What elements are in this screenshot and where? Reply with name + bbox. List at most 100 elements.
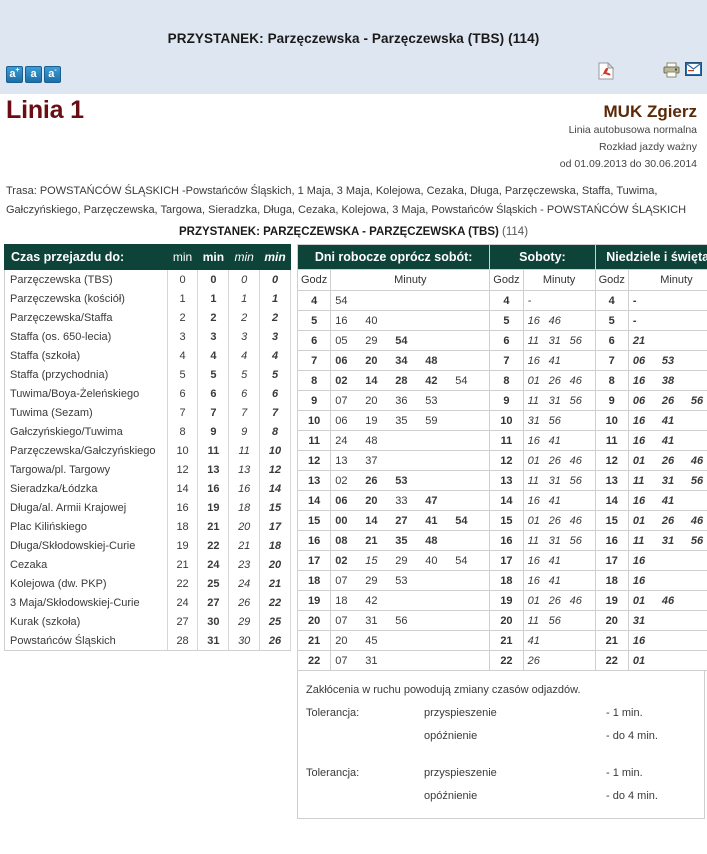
departure-minute: 11 — [527, 334, 540, 347]
travel-minutes-value: 8 — [166, 422, 199, 441]
pdf-icon[interactable] — [598, 61, 615, 85]
travel-stop-name: Plac Kilińskiego — [4, 517, 168, 536]
table-row: 3 Maja/Skłodowskiej-Curie 24 27 26 22 — [4, 593, 291, 612]
min-col-header-2: min — [197, 244, 230, 270]
sunday-minutes: 16 — [627, 570, 707, 591]
saturday-minutes: 01 26 46 — [522, 450, 596, 471]
travel-minutes-value: 4 — [197, 346, 230, 365]
sunday-minutes: - — [627, 290, 707, 311]
departure-minute: 31 — [365, 614, 378, 627]
saturday-minutes: 31 56 — [522, 410, 596, 431]
departure-minute: 06 — [335, 494, 348, 507]
table-row: Parzęczewska (kościół) 1 1 1 1 — [4, 289, 291, 308]
departure-minute: 29 — [365, 574, 378, 587]
top-banner: PRZYSTANEK: Parzęczewska - Parzęczewska … — [0, 0, 707, 94]
departure-minute: 41 — [527, 634, 540, 647]
departure-minute: 54 — [335, 294, 348, 307]
departure-minute: 01 — [632, 594, 646, 607]
weekday-hour: 15 — [296, 510, 332, 531]
table-row: Powstańców Śląskich 28 31 30 26 — [4, 631, 291, 651]
travel-minutes-value: 30 — [228, 631, 261, 651]
departure-minute: 16 — [632, 634, 646, 647]
reset-font-button[interactable]: a — [25, 66, 42, 83]
departure-minute: 24 — [335, 434, 348, 447]
travel-minutes-value: 4 — [228, 346, 261, 365]
travel-stop-name: Targowa/pl. Targowy — [4, 460, 168, 479]
schedule-row: 13 02 26 53 13 11 31 56 13 11 31 56 — [296, 470, 707, 491]
table-row: Sieradzka/Łódzka 14 16 16 14 — [4, 479, 291, 498]
saturday-minutes: 26 — [522, 650, 596, 671]
schedule-row: 9 07 20 36 53 9 11 31 56 9 06 26 56 — [296, 390, 707, 411]
departure-minute: 11 — [632, 534, 645, 547]
travel-minutes-value: 18 — [259, 536, 291, 555]
departure-minute: 16 — [527, 434, 540, 447]
saturday-minutes: 16 41 — [522, 550, 596, 571]
departure-minute: 01 — [527, 594, 540, 607]
travel-minutes-value: 22 — [166, 574, 199, 593]
travel-minutes-value: 5 — [166, 365, 199, 384]
weekday-minutes: 07 20 36 53 — [330, 390, 491, 411]
increase-font-button[interactable]: a+ — [6, 66, 23, 83]
weekday-hour: 5 — [296, 310, 332, 331]
departure-minute: 16 — [527, 314, 540, 327]
departure-minute: 46 — [569, 514, 582, 527]
travel-minutes-value: 6 — [166, 384, 199, 403]
departure-minute: 40 — [365, 314, 378, 327]
departure-minute: 34 — [395, 354, 408, 367]
travel-stop-name: Cezaka — [4, 555, 168, 574]
schedule-row: 7 06 20 34 48 7 16 41 7 06 53 — [296, 350, 707, 371]
departure-minute: 15 — [365, 554, 378, 567]
tolerance-kind: przyspieszenie — [424, 767, 497, 779]
travel-minutes-value: 1 — [259, 289, 291, 308]
departure-minute: 07 — [335, 394, 348, 407]
departure-minute: 48 — [365, 434, 378, 447]
email-icon[interactable] — [685, 62, 702, 81]
weekday-minutes: 08 21 35 48 — [330, 530, 491, 551]
travel-stop-name: Tuwima (Sezam) — [4, 403, 168, 422]
travel-minutes-value: 5 — [259, 365, 291, 384]
saturday-hour: 6 — [489, 330, 524, 351]
table-row: Tuwima/Boya-Żeleńskiego 6 6 6 6 — [4, 384, 291, 403]
tolerance-kind: opóźnienie — [424, 790, 478, 802]
weekday-minutes: 16 40 — [330, 310, 491, 331]
travel-stop-name: Tuwima/Boya-Żeleńskiego — [4, 384, 168, 403]
departure-minute: 33 — [395, 494, 408, 507]
departure-minute: 14 — [365, 374, 378, 387]
departure-minute: 26 — [527, 654, 540, 667]
travel-minutes-value: 23 — [228, 555, 261, 574]
travel-stop-name: Długa/Skłodowskiej-Curie — [4, 536, 168, 555]
weekday-minutes: 02 14 28 42 54 — [330, 370, 491, 391]
departure-minute: 54 — [455, 374, 468, 387]
travel-minutes-value: 19 — [197, 498, 230, 517]
schedule-row: 5 16 40 5 16 46 5- — [296, 310, 707, 331]
travel-minutes-value: 25 — [197, 574, 230, 593]
travel-minutes-value: 3 — [197, 327, 230, 346]
print-icon[interactable] — [663, 62, 680, 83]
departure-minute: 01 — [632, 454, 646, 467]
decrease-font-button[interactable]: a- — [44, 66, 61, 83]
tolerance-row: Tolerancja: przyspieszenie - 1 min. — [306, 702, 696, 725]
schedule-row: 4 54 4-4- — [296, 290, 707, 311]
departure-minute: 59 — [425, 414, 438, 427]
tolerance-kind: przyspieszenie — [424, 707, 497, 719]
travel-minutes-value: 20 — [228, 517, 261, 536]
sunday-minutes: 16 — [627, 630, 707, 651]
travel-minutes-value: 10 — [259, 441, 291, 460]
travel-minutes-value: 3 — [228, 327, 261, 346]
departure-minute: 45 — [365, 634, 378, 647]
travel-minutes-value: 17 — [259, 517, 291, 536]
notes-spacer — [306, 748, 696, 762]
weekday-hour: 8 — [296, 370, 332, 391]
saturday-hour: 10 — [489, 410, 524, 431]
departure-minute: 19 — [365, 414, 378, 427]
sunday-hour: 14 — [594, 490, 629, 511]
saturday-minutes: 01 26 46 — [522, 370, 596, 391]
departure-minute: 56 — [569, 534, 582, 547]
validity-range: od 01.09.2013 do 30.06.2014 — [559, 158, 697, 170]
travel-minutes-value: 26 — [228, 593, 261, 612]
departure-minute: 41 — [548, 574, 561, 587]
travel-stop-name: Powstańców Śląskich — [4, 631, 168, 651]
travel-minutes-value: 4 — [166, 346, 199, 365]
travel-minutes-value: 12 — [166, 460, 199, 479]
saturday-hour: 22 — [489, 650, 524, 671]
